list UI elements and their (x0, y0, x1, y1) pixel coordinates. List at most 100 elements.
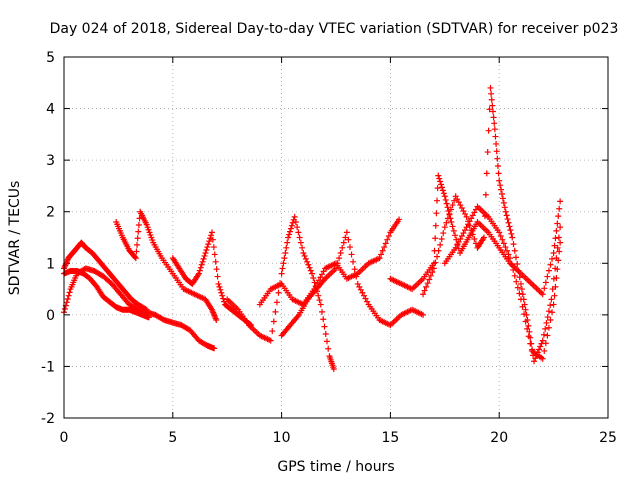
data-point (270, 318, 277, 325)
data-point (424, 280, 431, 287)
series-track-d (113, 208, 220, 324)
data-point (275, 289, 282, 296)
data-point (544, 332, 551, 339)
data-point (495, 170, 502, 177)
data-point (555, 257, 562, 264)
data-point (468, 227, 475, 234)
data-point (209, 236, 216, 243)
data-point (491, 126, 498, 133)
data-point (543, 319, 550, 326)
data-point (213, 266, 220, 273)
x-tick-label: 15 (381, 430, 399, 446)
data-point (304, 258, 311, 265)
data-point (199, 258, 206, 265)
data-point (496, 229, 503, 236)
data-point (421, 287, 428, 294)
data-point (207, 235, 214, 242)
data-point (493, 148, 500, 155)
data-point (198, 261, 205, 268)
data-point (516, 290, 523, 297)
data-point (211, 251, 218, 258)
data-point (214, 273, 221, 280)
data-point (507, 227, 514, 234)
data-point (429, 269, 436, 276)
data-point (494, 155, 501, 162)
data-point (135, 221, 142, 228)
data-point (379, 247, 386, 254)
data-point (305, 261, 312, 268)
data-point (206, 238, 213, 245)
data-point (288, 222, 295, 229)
data-point (504, 216, 511, 223)
data-point (435, 172, 442, 179)
data-point (497, 233, 504, 240)
data-point (211, 345, 218, 352)
data-point (281, 255, 288, 262)
data-point (65, 292, 72, 299)
data-point (452, 232, 459, 239)
data-point (508, 230, 515, 237)
data-point (553, 275, 560, 282)
data-point (205, 241, 212, 248)
data-point (267, 337, 274, 344)
data-point (519, 291, 526, 298)
data-point (557, 198, 564, 205)
data-point (210, 244, 217, 251)
data-point (439, 187, 446, 194)
data-point (540, 331, 547, 338)
x-tick-label: 20 (490, 430, 508, 446)
series-track-f (224, 213, 337, 373)
data-point (449, 223, 456, 230)
data-point (488, 90, 495, 97)
data-point (311, 279, 318, 286)
data-point (294, 224, 301, 231)
data-point (549, 255, 556, 262)
series-track-a (61, 239, 150, 313)
data-point (471, 235, 478, 242)
data-point (316, 297, 323, 304)
data-point (539, 291, 546, 298)
data-point (433, 210, 440, 217)
data-point (525, 333, 532, 340)
data-point (346, 244, 353, 251)
data-point (432, 222, 439, 229)
x-tick-label: 10 (273, 430, 291, 446)
data-point (382, 240, 389, 247)
data-point (489, 108, 496, 115)
data-point (212, 258, 219, 265)
data-point (376, 255, 383, 262)
data-point (437, 178, 444, 185)
data-point (442, 196, 449, 203)
data-point (343, 229, 350, 236)
data-point (487, 84, 494, 91)
data-point (557, 239, 564, 246)
data-point (435, 247, 442, 254)
data-point (547, 302, 554, 309)
data-point (441, 224, 448, 231)
data-point (434, 197, 441, 204)
data-point (145, 314, 152, 321)
data-point (323, 338, 330, 345)
data-point (423, 283, 430, 290)
data-point (551, 292, 558, 299)
data-point (134, 241, 141, 248)
data-point (510, 266, 517, 273)
data-point (269, 328, 276, 335)
x-tick-label: 0 (60, 430, 69, 446)
y-tick-label: 2 (46, 205, 55, 221)
data-point (218, 289, 225, 296)
data-point (505, 251, 512, 258)
y-tick-label: 3 (46, 153, 55, 169)
data-point (490, 114, 497, 121)
data-point (498, 186, 505, 193)
data-point (221, 298, 228, 305)
data-point (292, 219, 299, 226)
data-point (514, 261, 521, 268)
data-point (215, 280, 222, 287)
data-point (510, 241, 517, 248)
data-point (516, 274, 523, 281)
data-point (443, 200, 450, 207)
data-point (518, 286, 525, 293)
data-point (491, 120, 498, 127)
